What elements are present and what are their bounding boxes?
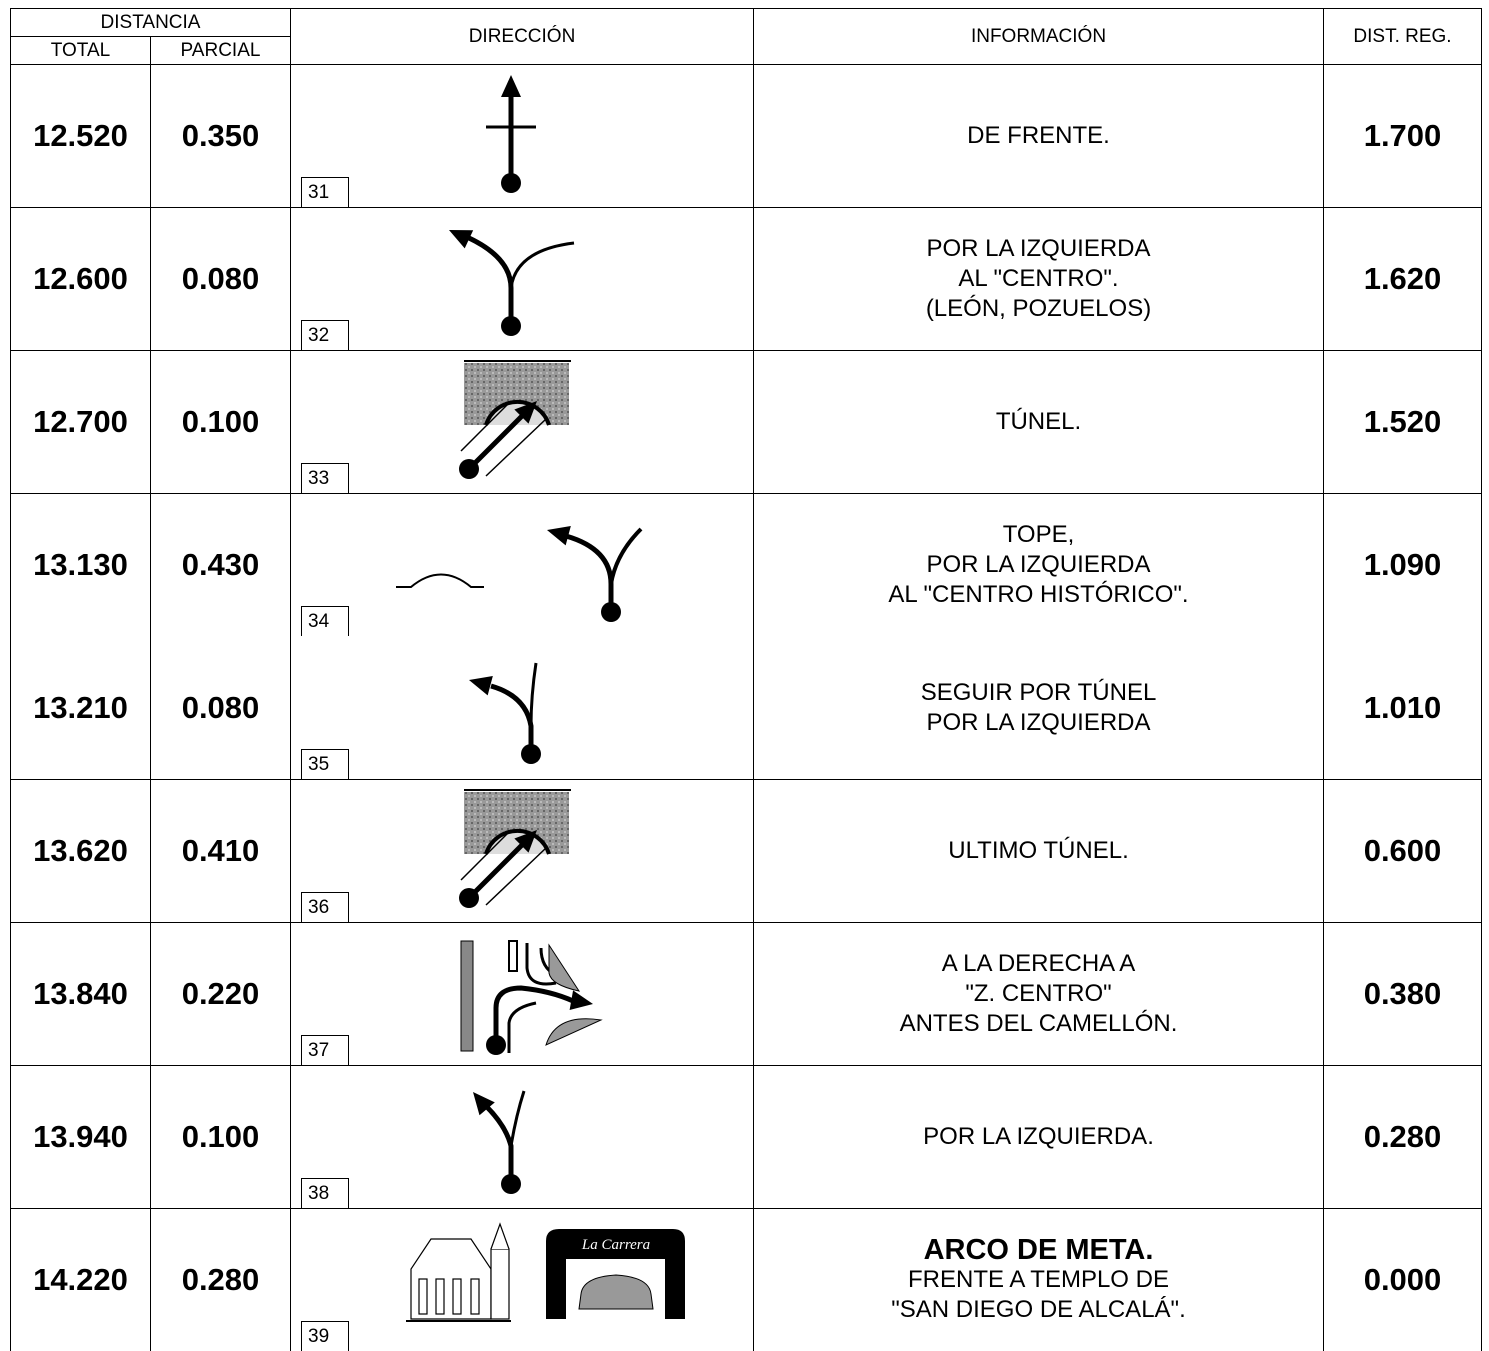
- information: TÚNEL.: [753, 350, 1323, 493]
- direction-cell: 31: [290, 64, 753, 207]
- direction-icon: [396, 526, 643, 622]
- partial-distance: 0.430: [150, 493, 290, 636]
- regulated-distance: 1.620: [1323, 207, 1482, 350]
- direction-cell: 38: [290, 1065, 753, 1208]
- direction-cell: 34: [290, 493, 753, 636]
- header-total: TOTAL: [10, 36, 150, 64]
- total-distance: 12.520: [10, 64, 150, 207]
- information-line: ULTIMO TÚNEL.: [948, 837, 1129, 864]
- regulated-distance: 0.280: [1323, 1065, 1482, 1208]
- partial-distance: 0.080: [150, 636, 290, 779]
- direction-cell: 36: [290, 779, 753, 922]
- step-number: 38: [301, 1178, 349, 1208]
- direction-cell: 37: [290, 922, 753, 1065]
- total-distance: 13.840: [10, 922, 150, 1065]
- partial-distance: 0.100: [150, 350, 290, 493]
- regulated-distance: 0.380: [1323, 922, 1482, 1065]
- logo-text: La Carrera: [581, 1237, 650, 1253]
- total-distance: 13.130: [10, 493, 150, 636]
- information-line: POR LA IZQUIERDA: [926, 708, 1151, 736]
- partial-distance: 0.220: [150, 922, 290, 1065]
- information-line: DE FRENTE.: [967, 122, 1110, 149]
- direction-icon: [460, 940, 603, 1055]
- direction-icon: [459, 789, 571, 908]
- information-line: AL "CENTRO HISTÓRICO".: [888, 581, 1189, 608]
- information-title: ARCO DE META.: [923, 1234, 1154, 1266]
- regulated-distance: 1.520: [1323, 350, 1482, 493]
- header-distancia: DISTANCIA: [10, 8, 290, 36]
- partial-distance: 0.280: [150, 1208, 290, 1351]
- information: SEGUIR POR TÚNEL POR LA IZQUIERDA: [753, 636, 1323, 779]
- total-distance: 12.700: [10, 350, 150, 493]
- information: TOPE, POR LA IZQUIERDA AL "CENTRO HISTÓRIC…: [753, 493, 1323, 636]
- direction-cell: 33: [290, 350, 753, 493]
- regulated-distance: 0.600: [1323, 779, 1482, 922]
- step-number: 39: [301, 1321, 349, 1351]
- direction-icon: [459, 360, 571, 479]
- information: DE FRENTE.: [753, 64, 1323, 207]
- regulated-distance: 1.090: [1323, 493, 1482, 636]
- step-number: 36: [301, 892, 349, 922]
- step-number: 32: [301, 320, 349, 350]
- partial-distance: 0.350: [150, 64, 290, 207]
- information-line: (LEÓN, POZUELOS): [925, 295, 1152, 322]
- information-line: AL "CENTRO".: [958, 265, 1119, 292]
- information: POR LA IZQUIERDA.: [753, 1065, 1323, 1208]
- header-parcial: PARCIAL: [150, 36, 290, 64]
- direction-icon: La Carrera: [406, 1222, 685, 1322]
- header-direccion: DIRECCIÓN: [290, 8, 753, 64]
- partial-distance: 0.410: [150, 779, 290, 922]
- header-informacion: INFORMACIÓN: [753, 8, 1323, 64]
- step-number: 34: [301, 606, 349, 636]
- step-number: 31: [301, 177, 349, 207]
- total-distance: 13.940: [10, 1065, 150, 1208]
- regulated-distance: 0.000: [1323, 1208, 1482, 1351]
- information-line: TÚNEL.: [995, 408, 1082, 435]
- direction-icon: [486, 75, 536, 193]
- information-line: "Z. CENTRO": [965, 980, 1112, 1007]
- total-distance: 14.220: [10, 1208, 150, 1351]
- information-line: POR LA IZQUIERDA: [926, 235, 1151, 262]
- direction-icon: [449, 230, 575, 336]
- partial-distance: 0.080: [150, 207, 290, 350]
- regulated-distance: 1.010: [1323, 636, 1482, 779]
- direction-icon: [473, 1090, 526, 1194]
- total-distance: 12.600: [10, 207, 150, 350]
- information-line: POR LA IZQUIERDA: [926, 551, 1151, 578]
- information: POR LA IZQUIERDA AL "CENTRO". (LEÓN, POZUE…: [753, 207, 1323, 350]
- direction-cell: 32: [290, 207, 753, 350]
- regulated-distance: 1.700: [1323, 64, 1482, 207]
- direction-icon: [469, 662, 541, 764]
- information-line: ANTES DEL CAMELLÓN.: [899, 1010, 1178, 1037]
- information-line: SEGUIR POR TÚNEL: [920, 678, 1157, 706]
- information: ARCO DE META. FRENTE A TEMPLO DE "SAN DIEG…: [753, 1208, 1323, 1351]
- direction-cell: 35: [290, 636, 753, 779]
- information-line: FRENTE A TEMPLO DE: [908, 1266, 1169, 1293]
- step-number: 35: [301, 749, 349, 779]
- partial-distance: 0.100: [150, 1065, 290, 1208]
- information-line: "SAN DIEGO DE ALCALÁ".: [891, 1296, 1186, 1323]
- direction-cell: La Carrera 39: [290, 1208, 753, 1351]
- information-line: POR LA IZQUIERDA.: [923, 1123, 1154, 1150]
- information: ULTIMO TÚNEL.: [753, 779, 1323, 922]
- information-line: A LA DERECHA A: [941, 950, 1136, 977]
- step-number: 33: [301, 463, 349, 493]
- header-dist-reg: DIST. REG.: [1323, 8, 1482, 64]
- information: A LA DERECHA A "Z. CENTRO" ANTES DEL CAMEL…: [753, 922, 1323, 1065]
- information-line: TOPE,: [1002, 521, 1075, 548]
- total-distance: 13.210: [10, 636, 150, 779]
- total-distance: 13.620: [10, 779, 150, 922]
- step-number: 37: [301, 1035, 349, 1065]
